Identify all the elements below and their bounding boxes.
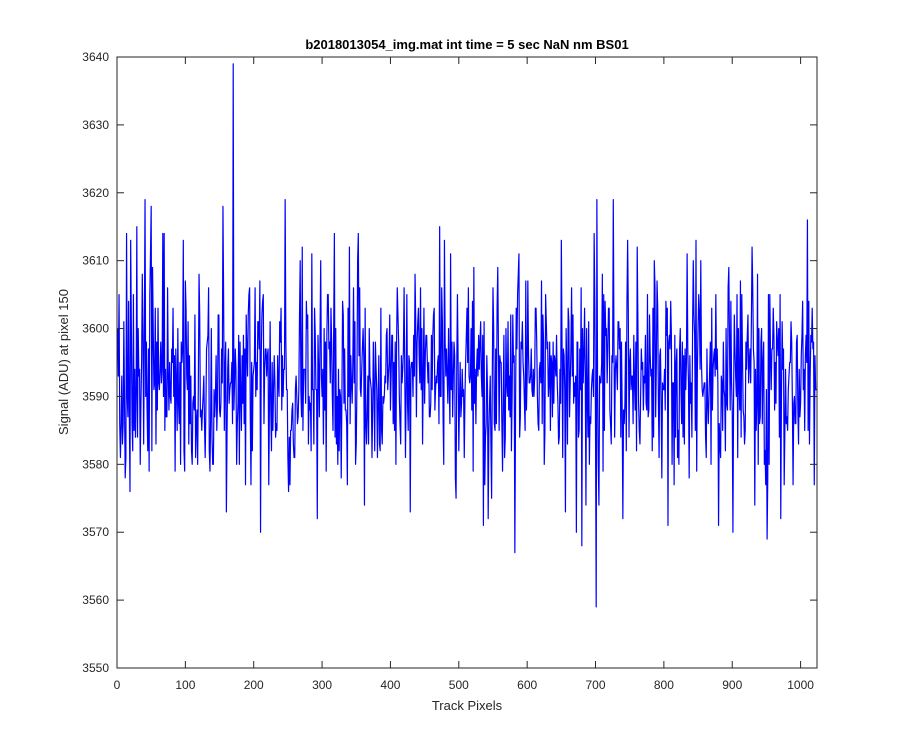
x-axis-label: Track Pixels xyxy=(432,698,503,713)
x-tick-label: 700 xyxy=(586,678,606,692)
axes-box xyxy=(116,56,818,669)
y-tick-label: 3560 xyxy=(82,593,109,607)
series-layer xyxy=(117,63,817,608)
x-tick-label: 0 xyxy=(114,678,121,692)
y-tick-label: 3580 xyxy=(82,457,109,471)
y-axis-ticks: 3550 3560 3570 3580 3590 3600 3610 3620 3630 3640 xyxy=(82,50,817,675)
y-tick-label: 3620 xyxy=(82,186,109,200)
x-tick-label: 600 xyxy=(517,678,537,692)
x-tick-label: 900 xyxy=(722,678,742,692)
x-tick-label: 500 xyxy=(449,678,469,692)
y-tick-label: 3610 xyxy=(82,254,109,268)
x-tick-label: 1000 xyxy=(787,678,814,692)
chart-title: b2018013054_img.mat int time = 5 sec NaN… xyxy=(305,37,628,52)
x-tick-label: 800 xyxy=(654,678,674,692)
y-tick-label: 3590 xyxy=(82,389,109,403)
x-tick-label: 200 xyxy=(244,678,264,692)
y-tick-label: 3630 xyxy=(82,118,109,132)
x-tick-label: 400 xyxy=(380,678,400,692)
y-tick-label: 3600 xyxy=(82,322,109,336)
y-tick-label: 3640 xyxy=(82,50,109,64)
x-tick-label: 300 xyxy=(312,678,332,692)
y-axis-label: Signal (ADU) at pixel 150 xyxy=(56,289,71,435)
y-tick-label: 3550 xyxy=(82,661,109,675)
x-tick-label: 100 xyxy=(175,678,195,692)
y-tick-label: 3570 xyxy=(82,525,109,539)
signal-series-line xyxy=(117,63,817,608)
x-axis-ticks: 0 100 200 300 400 500 600 700 800 900 1000 xyxy=(114,57,814,692)
